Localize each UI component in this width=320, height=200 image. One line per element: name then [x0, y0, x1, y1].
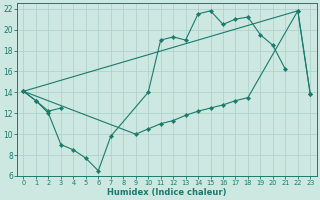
X-axis label: Humidex (Indice chaleur): Humidex (Indice chaleur) — [107, 188, 227, 197]
